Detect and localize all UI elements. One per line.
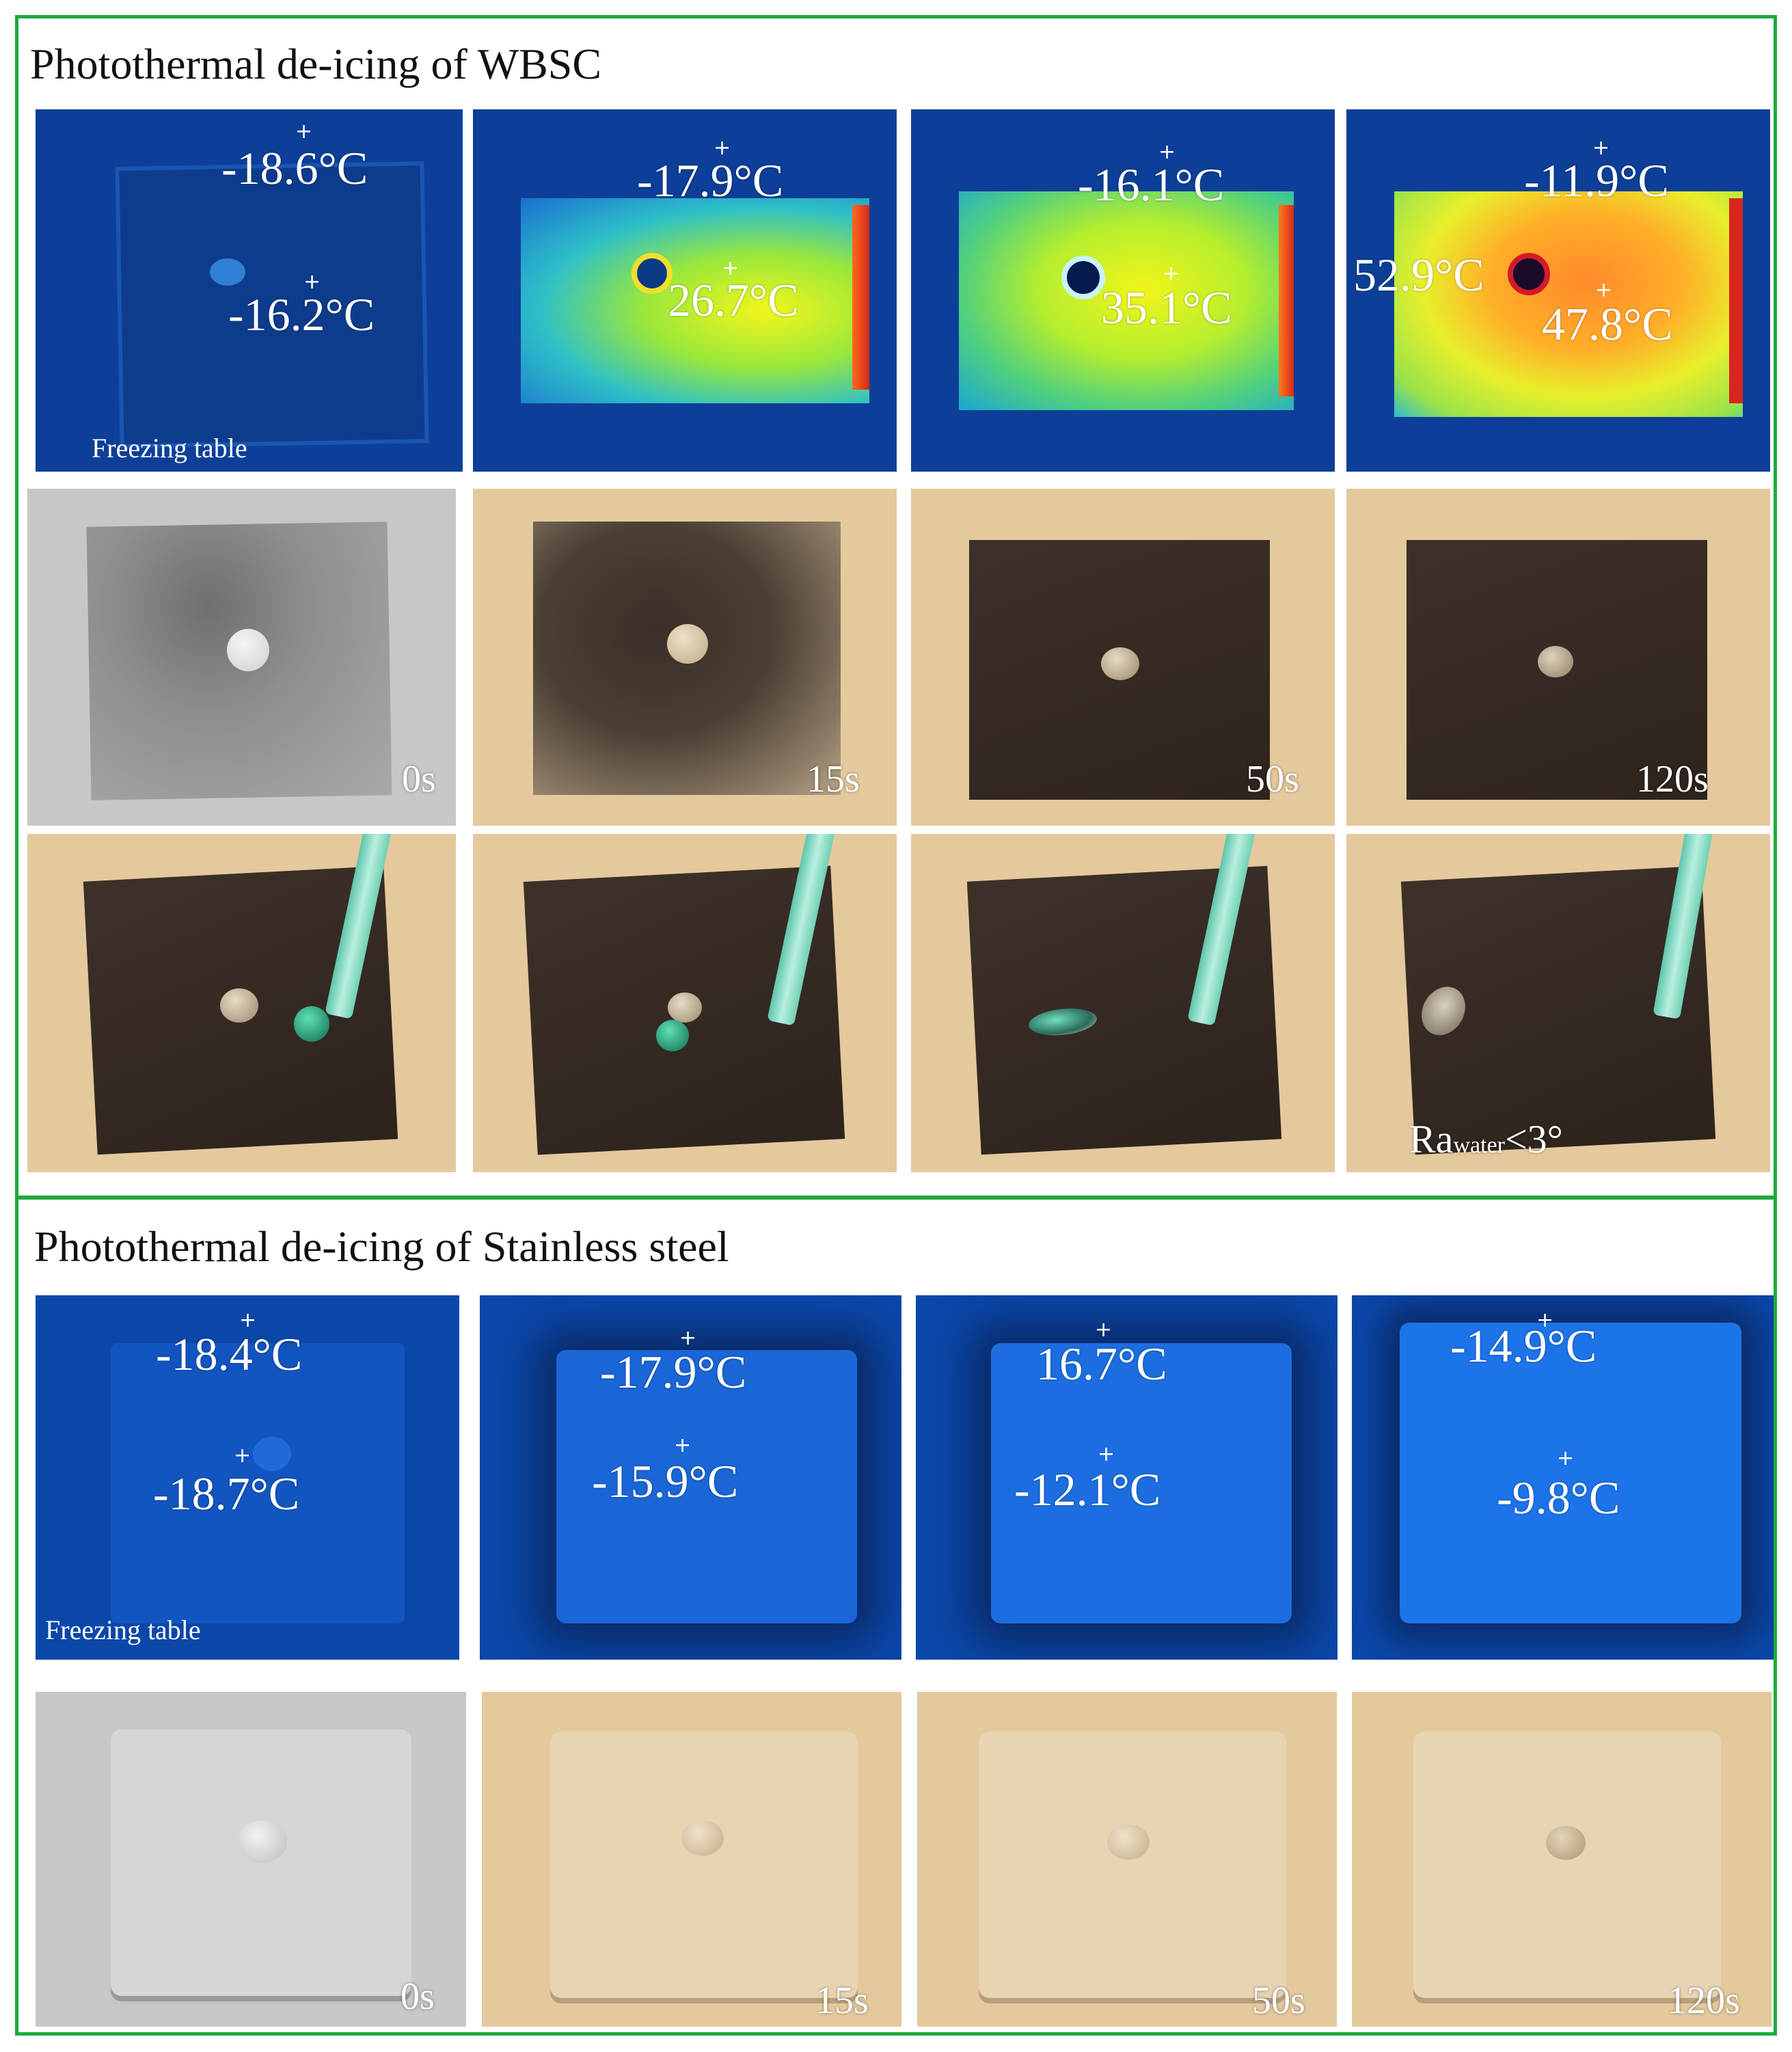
measure-crosshair: + — [674, 1433, 692, 1457]
wbsc-photo-15s: 15s — [473, 489, 897, 826]
droplet — [1546, 1826, 1586, 1860]
ice-droplet — [632, 253, 673, 294]
stainless-photo-120s: 120s — [1352, 1692, 1771, 2027]
measure-crosshair: + — [234, 1444, 252, 1468]
sample-square — [550, 1731, 858, 1998]
sample-square — [521, 198, 869, 403]
measure-crosshair: + — [1098, 1442, 1115, 1466]
time-label: 120s — [1636, 758, 1709, 800]
time-label: 50s — [1252, 1980, 1305, 2022]
measure-crosshair: + — [239, 1308, 257, 1332]
center-temperature: -9.8°C — [1497, 1472, 1620, 1524]
stainless-section-title: Photothermal de-icing of Stainless steel — [34, 1222, 729, 1271]
measure-crosshair: + — [714, 136, 731, 160]
time-label: 15s — [806, 758, 860, 800]
sample-square — [1400, 1323, 1741, 1623]
center-temperature: 35.1°C — [1101, 282, 1232, 334]
sample-square — [1413, 1731, 1721, 1998]
stainless-section-frame — [15, 1196, 1777, 2036]
top-temperature: -18.6°C — [221, 142, 368, 194]
measure-crosshair: + — [295, 120, 313, 144]
center-temperature: -18.7°C — [153, 1468, 300, 1520]
ice-droplet — [253, 1437, 291, 1471]
measure-crosshair: + — [679, 1326, 697, 1350]
droplet — [667, 624, 708, 664]
droplet — [238, 1820, 287, 1863]
measure-crosshair: + — [1557, 1446, 1575, 1470]
sample-square — [1394, 191, 1743, 417]
sample-square — [979, 1731, 1286, 1998]
wbsc-sliding-1 — [27, 834, 456, 1172]
sample-square — [556, 1350, 857, 1623]
time-label: 0s — [401, 1975, 435, 2018]
left-temperature: 52.9°C — [1353, 249, 1484, 301]
center-temperature: -16.2°C — [228, 288, 375, 340]
droplet — [668, 993, 702, 1023]
stainless-thermal-0s: + -18.4°C + -18.7°C Freezing table — [36, 1295, 459, 1660]
hot-edge — [1279, 205, 1294, 396]
droplet — [1538, 646, 1573, 677]
time-label: 15s — [815, 1980, 869, 2022]
wbsc-sliding-4: Rawater<3° — [1346, 834, 1770, 1172]
measure-crosshair: + — [1536, 1308, 1554, 1332]
top-temperature: -11.9°C — [1524, 154, 1669, 206]
center-temperature: 47.8°C — [1542, 298, 1673, 350]
time-label: 0s — [402, 758, 436, 800]
sample-square — [991, 1343, 1292, 1623]
stainless-thermal-50s: + 16.7°C + -12.1°C — [916, 1295, 1338, 1660]
center-temperature: -15.9°C — [592, 1455, 739, 1507]
wbsc-thermal-50s: + -16.1°C + 35.1°C — [911, 109, 1335, 472]
stainless-photo-0s: 0s — [36, 1692, 466, 2027]
droplet — [220, 988, 258, 1023]
ice-droplet — [1061, 256, 1105, 299]
droplet — [681, 1820, 724, 1856]
time-label: 120s — [1668, 1980, 1740, 2022]
sample-square — [111, 1729, 411, 1996]
center-temperature: 26.7°C — [668, 274, 799, 326]
wbsc-sliding-3 — [911, 834, 1335, 1172]
measure-crosshair: + — [1595, 278, 1613, 302]
droplet — [1101, 647, 1139, 680]
ice-droplet — [210, 258, 245, 286]
measure-crosshair: + — [1592, 136, 1610, 160]
wbsc-photo-0s: 0s — [27, 489, 456, 826]
measure-crosshair: + — [303, 270, 321, 294]
top-temperature: -14.9°C — [1450, 1320, 1597, 1372]
green-water-droplet — [656, 1020, 689, 1051]
ice-droplet — [1508, 253, 1550, 295]
wbsc-thermal-15s: + -17.9°C + 26.7°C — [473, 109, 897, 472]
droplet — [1107, 1824, 1150, 1860]
stainless-photo-50s: 50s — [917, 1692, 1337, 2027]
stainless-photo-15s: 15s — [482, 1692, 901, 2027]
hot-edge — [852, 205, 869, 390]
wbsc-photo-120s: 120s — [1346, 489, 1770, 826]
freezing-table-label: Freezing table — [45, 1615, 201, 1645]
roll-angle-label: Rawater<3° — [1409, 1117, 1563, 1161]
sample-square — [111, 1343, 405, 1623]
top-temperature: -17.9°C — [600, 1346, 747, 1398]
freezing-table-label: Freezing table — [92, 433, 247, 463]
wbsc-thermal-120s: + -11.9°C 52.9°C + 47.8°C — [1346, 109, 1770, 472]
droplet — [227, 629, 269, 671]
wbsc-photo-50s: 50s — [911, 489, 1335, 826]
stainless-thermal-120s: + -14.9°C + -9.8°C — [1352, 1295, 1774, 1660]
top-temperature: -16.1°C — [1078, 159, 1225, 211]
top-temperature: -17.9°C — [637, 154, 784, 206]
top-temperature: 16.7°C — [1036, 1338, 1167, 1390]
wbsc-sliding-2 — [473, 834, 897, 1172]
measure-crosshair: + — [1158, 140, 1176, 164]
wbsc-thermal-0s: + -18.6°C + -16.2°C Freezing table — [36, 109, 463, 472]
green-water-droplet — [294, 1006, 329, 1042]
wbsc-section-title: Photothermal de-icing of WBSC — [30, 40, 602, 88]
top-temperature: -18.4°C — [156, 1328, 303, 1380]
center-temperature: -12.1°C — [1014, 1463, 1161, 1515]
measure-crosshair: + — [1163, 262, 1180, 286]
time-label: 50s — [1246, 758, 1299, 800]
measure-crosshair: + — [1095, 1318, 1113, 1342]
stainless-thermal-15s: + -17.9°C + -15.9°C — [480, 1295, 901, 1660]
sample-square — [959, 191, 1294, 410]
hot-edge — [1729, 198, 1743, 403]
measure-crosshair: + — [722, 256, 739, 280]
